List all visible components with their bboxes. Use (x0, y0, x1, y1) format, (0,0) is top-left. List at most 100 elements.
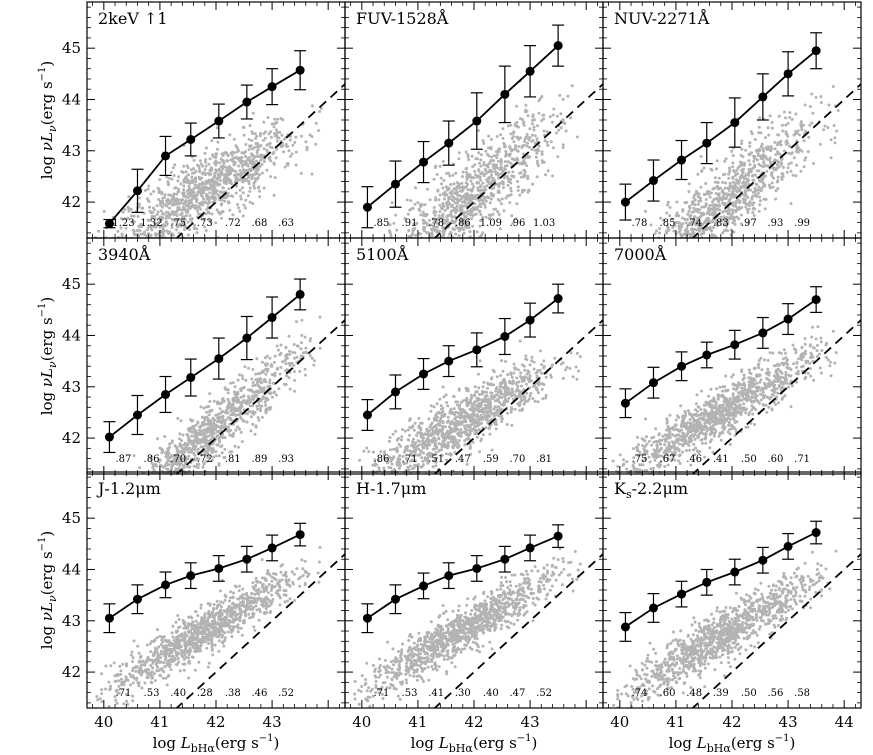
scatter-point (419, 268, 422, 271)
scatter-point (542, 113, 546, 117)
scatter-point (535, 159, 539, 163)
scatter-point (454, 211, 458, 215)
scatter-point (258, 173, 261, 177)
scatter-point (241, 377, 245, 381)
scatter-point (786, 121, 790, 125)
scatter-point (647, 272, 650, 275)
scatter-point (757, 169, 761, 173)
scatter-point (269, 130, 273, 134)
scatter-point (265, 354, 269, 358)
scatter-point (414, 250, 417, 253)
scatter-point (355, 293, 358, 296)
scatter-point (234, 191, 238, 195)
scatter-point (667, 280, 670, 283)
binned-mean-line (366, 44, 559, 208)
scatter-point (764, 174, 767, 178)
scatter-point (684, 221, 688, 225)
scatter-point (428, 218, 431, 222)
scatter-point (220, 202, 224, 206)
scatter-point (699, 155, 703, 158)
scatter-point (457, 245, 460, 248)
scatter-point (804, 156, 808, 160)
scatter-point (223, 447, 227, 451)
scatter-point (566, 94, 570, 98)
scatter-point (187, 450, 191, 454)
scatter-point (743, 175, 747, 178)
sigma-label: .85 (374, 218, 390, 229)
scatter-point (190, 450, 194, 454)
scatter-point (146, 499, 149, 502)
scatter-point (807, 135, 811, 139)
scatter-point (178, 252, 181, 255)
scatter-point (193, 434, 197, 438)
scatter-point (240, 386, 244, 390)
scatter-point (432, 177, 436, 181)
scatter-point (284, 354, 288, 358)
scatter-point (300, 134, 303, 138)
scatter-point (467, 221, 470, 225)
scatter-point (672, 249, 675, 252)
scatter-point (663, 283, 666, 286)
scatter-point (300, 318, 304, 322)
scatter-point (493, 166, 497, 170)
scatter-point (210, 195, 214, 198)
binned-mean-point (620, 197, 630, 207)
scatter-point (223, 436, 227, 439)
scatter-point (555, 114, 559, 118)
scatter-point (535, 151, 539, 155)
scatter-point (224, 418, 228, 422)
scatter-point (175, 223, 179, 227)
scatter-point (742, 200, 746, 204)
scatter-point (726, 192, 730, 196)
scatter-point (268, 378, 272, 382)
scatter-point (218, 179, 222, 183)
scatter-point (217, 412, 221, 416)
scatter-point (501, 181, 505, 185)
scatter-point (212, 418, 216, 422)
scatter-point (699, 233, 703, 236)
scatter-point (126, 512, 129, 515)
scatter-point (422, 240, 425, 243)
scatter-point (436, 188, 440, 192)
scatter-point (165, 201, 169, 205)
scatter-point (358, 290, 361, 293)
scatter-point (170, 222, 174, 226)
scatter-point (488, 201, 492, 205)
scatter-point (425, 221, 429, 225)
scatter-point (739, 222, 743, 226)
scatter-point (212, 399, 216, 403)
binned-mean-point (267, 82, 277, 92)
scatter-point (477, 151, 481, 155)
scatter-point (667, 247, 670, 250)
scatter-point (684, 258, 687, 261)
scatter-point (286, 161, 290, 165)
scatter-point (176, 476, 179, 479)
scatter-point (255, 357, 259, 361)
scatter-point (496, 210, 500, 214)
scatter-point (688, 214, 692, 218)
scatter-point (390, 289, 393, 292)
scatter-point (175, 202, 179, 206)
scatter-point (194, 423, 198, 427)
scatter-point (413, 240, 416, 243)
scatter-point (172, 194, 176, 198)
scatter-point (757, 131, 761, 135)
scatter-point (109, 510, 112, 513)
scatter-point (259, 409, 263, 413)
scatter-point (675, 247, 678, 250)
scatter-point (181, 488, 184, 491)
scatter-point (225, 159, 229, 163)
scatter-point (130, 214, 133, 218)
scatter-point (818, 142, 822, 146)
scatter-point (650, 290, 653, 293)
scatter-point (765, 169, 769, 173)
scatter-point (116, 526, 119, 529)
scatter-point (174, 467, 178, 471)
scatter-point (445, 244, 448, 247)
scatter-point (691, 232, 695, 236)
scatter-point (808, 105, 812, 108)
scatter-point (675, 247, 678, 250)
scatter-point (671, 271, 674, 274)
scatter-point (255, 149, 259, 153)
scatter-point (213, 171, 217, 175)
